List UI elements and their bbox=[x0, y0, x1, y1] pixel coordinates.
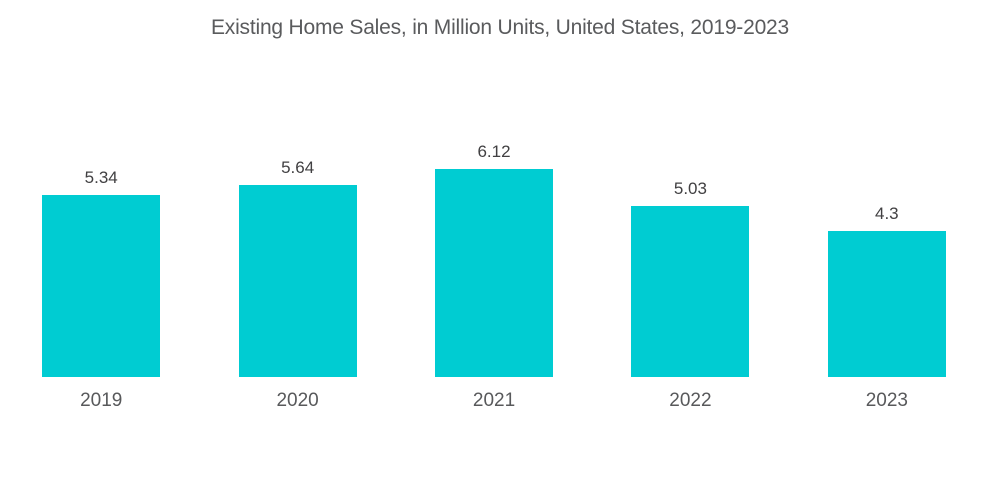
bar-value-label-2020: 5.64 bbox=[281, 158, 315, 178]
x-axis-label-2019: 2019 bbox=[80, 390, 123, 411]
bar-value-label-2021: 6.12 bbox=[477, 141, 511, 161]
x-axis-label-2020: 2020 bbox=[276, 390, 319, 411]
bar-group-2020: 5.64 2020 bbox=[199, 100, 395, 410]
x-axis-label-2022: 2022 bbox=[669, 390, 712, 411]
bar-2019 bbox=[42, 195, 161, 377]
bar-2021 bbox=[435, 168, 554, 377]
bar-2023 bbox=[827, 230, 946, 377]
bar-group-2021: 6.12 2021 bbox=[396, 100, 592, 410]
bar-value-label-2023: 4.3 bbox=[875, 203, 899, 223]
bar-value-label-2019: 5.34 bbox=[84, 168, 118, 188]
x-axis-label-2023: 2023 bbox=[865, 390, 908, 411]
bar-2020 bbox=[238, 185, 357, 377]
bar-group-2022: 5.03 2022 bbox=[592, 100, 788, 410]
bar-2022 bbox=[631, 205, 750, 377]
chart-title: Existing Home Sales, in Million Units, U… bbox=[210, 16, 790, 39]
bar-value-label-2022: 5.03 bbox=[673, 178, 707, 198]
x-axis-label-2021: 2021 bbox=[472, 390, 516, 411]
bar-plot-area: 5.34 2019 5.64 2020 6.12 2021 5.03 2022 … bbox=[3, 100, 985, 410]
bar-group-2019: 5.34 2019 bbox=[3, 100, 199, 410]
bar-group-2023: 4.3 2023 bbox=[789, 100, 985, 410]
